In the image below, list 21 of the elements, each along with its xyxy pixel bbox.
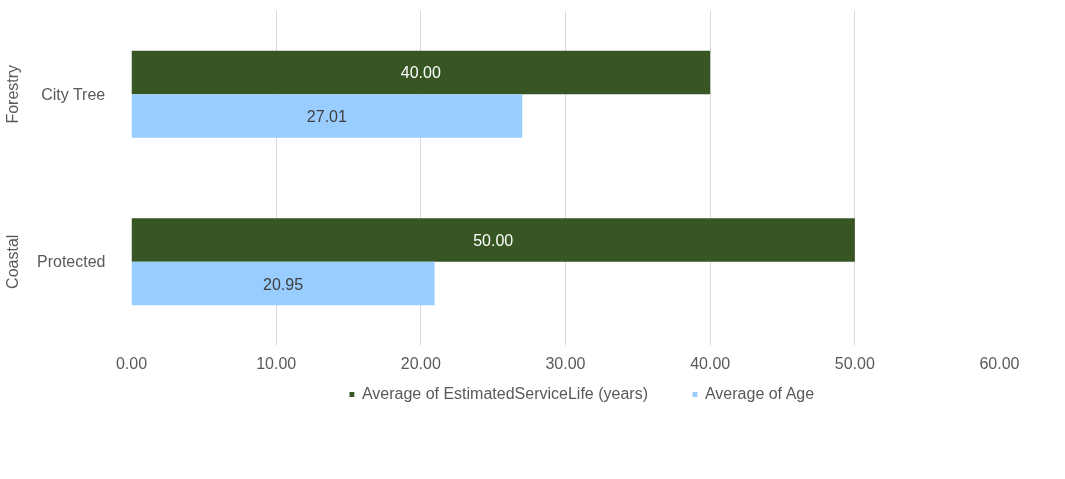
bar	[131, 261, 435, 306]
x-tick-label: 0.00	[115, 354, 148, 372]
bar	[131, 218, 855, 262]
data-label: 20.95	[263, 275, 304, 293]
x-tick-label: 60.00	[979, 354, 1020, 372]
x-tick-label: 30.00	[545, 354, 586, 372]
bar	[131, 94, 523, 138]
legend-label: Average of EstimatedServiceLife (years)	[361, 384, 648, 403]
legend-label: Average of Age	[704, 384, 815, 403]
x-tick-label: 20.00	[400, 354, 441, 372]
y-tick-label: City Tree	[41, 85, 106, 103]
x-tick-label: 50.00	[834, 354, 875, 372]
data-label: 40.00	[400, 64, 441, 82]
data-label: 27.01	[306, 108, 347, 126]
data-label: 50.00	[473, 231, 514, 249]
text: Forestry	[3, 64, 21, 124]
y-tick-label: Protected	[37, 253, 106, 271]
text: Coastal	[3, 234, 21, 289]
x-tick-label: 10.00	[256, 354, 297, 372]
x-tick-label: 40.00	[690, 354, 731, 372]
bar	[131, 50, 711, 95]
